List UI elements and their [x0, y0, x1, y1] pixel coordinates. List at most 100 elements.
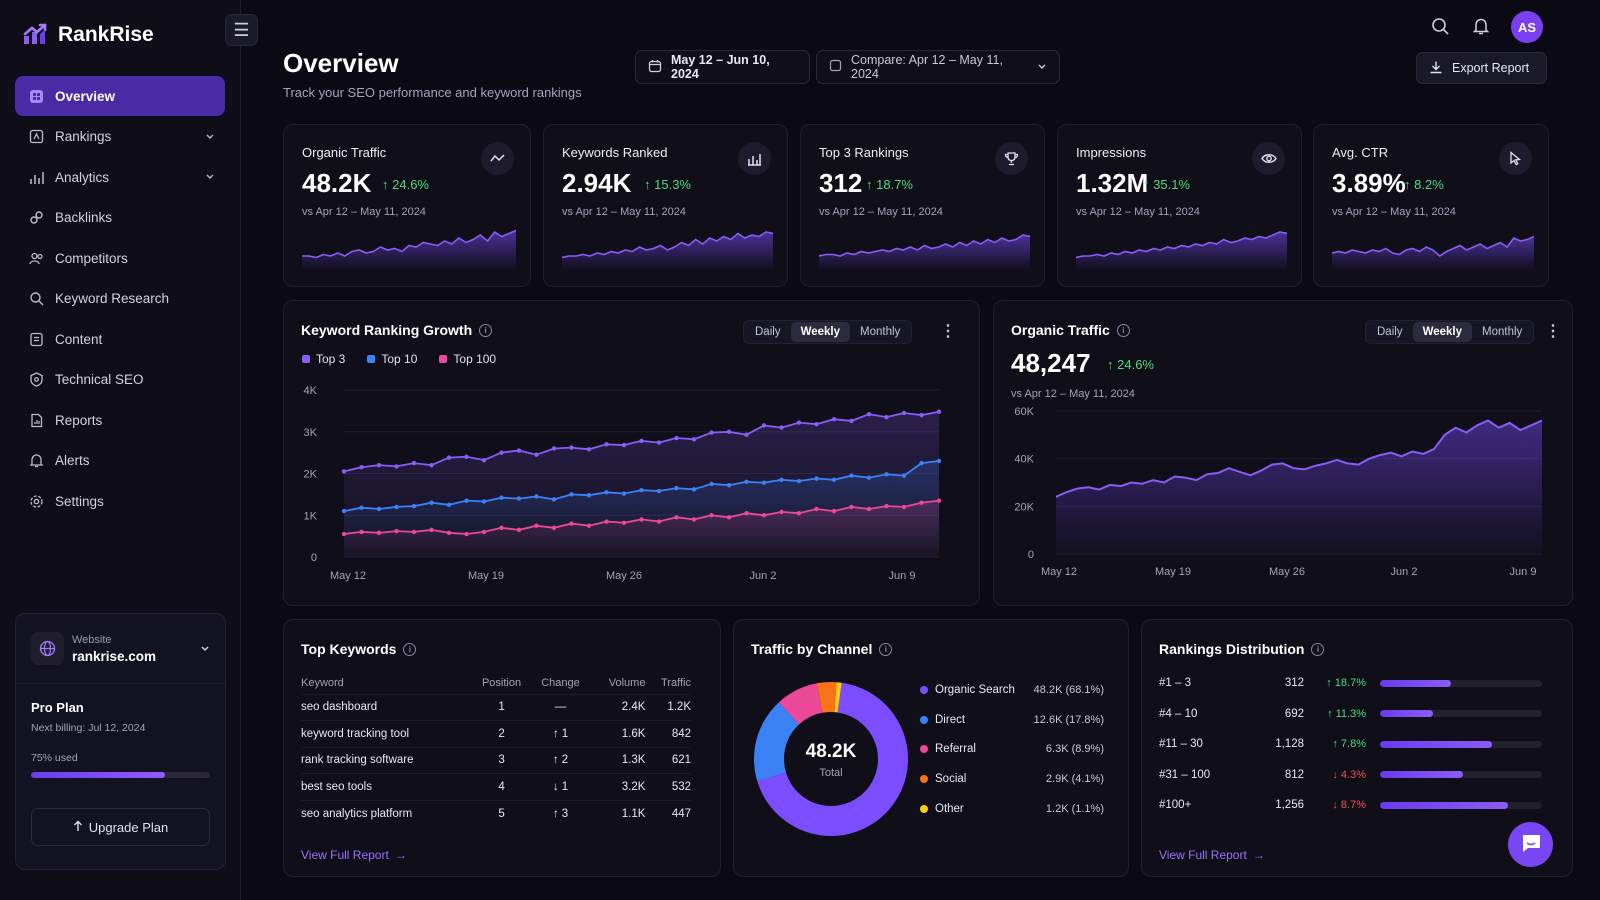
kpi-card[interactable]: Avg. CTR 3.89% ↑ 8.2% vs Apr 12 – May 11… [1313, 124, 1549, 287]
sidebar-item-keyword-research[interactable]: Keyword Research [15, 279, 225, 319]
sidebar-item-analytics[interactable]: Analytics [15, 157, 225, 197]
distribution-row[interactable]: #4 – 10 692 ↑ 11.3% [1159, 704, 1554, 724]
range-label: #4 – 10 [1159, 707, 1198, 720]
distribution-row[interactable]: #11 – 30 1,128 ↑ 7.8% [1159, 734, 1554, 754]
sidebar-item-technical-seo[interactable]: Technical SEO [15, 360, 225, 400]
change-cell: — [531, 693, 590, 721]
col-change[interactable]: Change [541, 676, 580, 689]
data-point [866, 412, 872, 417]
distribution-row[interactable]: #31 – 100 812 ↓ 4.3% [1159, 765, 1554, 785]
table-row[interactable]: seo analytics platform 5 ↑ 3 1.1K 447 [301, 799, 691, 827]
organic-traffic-card: Organic Traffic i Daily Weekly Monthly ⋮ … [993, 300, 1573, 606]
period-monthly[interactable]: Monthly [860, 326, 901, 338]
kpi-card[interactable]: Organic Traffic 48.2K ↑ 24.6% vs Apr 12 … [283, 124, 531, 287]
data-point [656, 488, 662, 494]
table-row[interactable]: seo dashboard 1 — 2.4K 1.2K [301, 693, 691, 721]
table-row[interactable]: best seo tools 4 ↓ 1 3.2K 532 [301, 773, 691, 800]
traffic-channel-title: Traffic by Channel i [751, 641, 893, 657]
period-daily[interactable]: Daily [1377, 326, 1403, 338]
sidebar-item-alerts[interactable]: Alerts [15, 441, 225, 481]
change-value: 3 [561, 807, 569, 820]
range-delta: ↑ 7.8% [1304, 738, 1366, 750]
kpi-delta: ↑ 15.3% [644, 177, 691, 192]
period-weekly[interactable]: Weekly [790, 322, 850, 342]
range-bar-fill [1380, 801, 1508, 809]
sidebar-item-competitors[interactable]: Competitors [15, 238, 225, 278]
info-icon[interactable]: i [1116, 323, 1130, 337]
more-options-icon[interactable]: ⋮ [940, 323, 956, 340]
plan-usage-label: 75% used [31, 752, 78, 764]
col-keyword[interactable]: Keyword [301, 676, 344, 689]
data-point [604, 519, 609, 524]
sidebar-item-reports[interactable]: Reports [15, 400, 225, 440]
channel-legend-item[interactable]: Direct 12.6K (17.8%) [920, 705, 1104, 735]
data-point [849, 504, 854, 510]
sidebar-item-settings[interactable]: Settings [15, 481, 225, 521]
data-point [534, 494, 539, 499]
view-full-report-link[interactable]: View Full Report → [1159, 848, 1265, 862]
analytics-icon [27, 168, 45, 186]
export-report-button[interactable]: Export Report [1416, 52, 1547, 84]
kpi-card[interactable]: Top 3 Rankings 312 ↑ 18.7% vs Apr 12 – M… [800, 124, 1045, 287]
donut-center-label: Total [819, 767, 843, 779]
data-point [446, 530, 452, 535]
sidebar-item-rankings[interactable]: Rankings [15, 117, 225, 157]
y-tick-label: 3K [304, 427, 318, 439]
info-icon[interactable]: i [479, 323, 493, 337]
sidebar-item-overview[interactable]: Overview [15, 76, 225, 116]
sidebar-item-label: Overview [55, 88, 116, 104]
table-row[interactable]: rank tracking software 3 ↑ 2 1.3K 621 [301, 746, 691, 774]
data-point [569, 492, 574, 497]
arrow-up-icon [73, 820, 83, 835]
menu-toggle-button[interactable]: ☰ [225, 14, 258, 46]
kpi-card[interactable]: Impressions 1.32M ↑ 35.1% vs Apr 12 – Ma… [1057, 124, 1302, 287]
website-selector[interactable]: Website rankrise.com [16, 614, 225, 684]
brand[interactable]: RankRise [0, 0, 240, 70]
kpi-card[interactable]: Keywords Ranked 2.94K ↑ 15.3% vs Apr 12 … [543, 124, 788, 287]
date-range-picker[interactable]: May 12 – Jun 10, 2024 [635, 50, 810, 84]
chat-button[interactable] [1508, 822, 1553, 867]
compare-picker[interactable]: Compare: Apr 12 – May 11, 2024 [816, 50, 1060, 84]
table-row[interactable]: keyword tracking tool 2 ↑ 1 1.6K 842 [301, 720, 691, 747]
delta-value: 24.6% [392, 177, 429, 192]
user-avatar[interactable]: AS [1511, 11, 1543, 43]
notifications-button[interactable] [1466, 12, 1496, 42]
distribution-row[interactable]: #100+ 1,256 ↓ 8.7% [1159, 795, 1554, 815]
ranking-growth-title: Keyword Ranking Growth i [301, 322, 493, 338]
kpi-title: Top 3 Rankings [819, 145, 909, 160]
period-weekly[interactable]: Weekly [1412, 322, 1472, 342]
bell-icon [27, 452, 45, 470]
search-button[interactable] [1425, 12, 1455, 42]
info-icon[interactable]: i [1311, 642, 1325, 656]
view-full-report-link[interactable]: View Full Report → [301, 848, 407, 862]
col-position[interactable]: Position [481, 676, 522, 689]
info-icon[interactable]: i [879, 642, 893, 656]
data-point [831, 417, 837, 422]
col-traffic[interactable]: Traffic [661, 676, 691, 689]
col-volume[interactable]: Volume [608, 676, 646, 689]
channel-name: Referral [935, 743, 976, 756]
upgrade-plan-button[interactable]: Upgrade Plan [31, 808, 210, 846]
data-point [394, 528, 399, 534]
info-icon[interactable]: i [403, 642, 417, 656]
channel-legend-item[interactable]: Social 2.9K (4.1%) [920, 764, 1104, 794]
x-tick-label: May 12 [330, 570, 366, 582]
sidebar-item-label: Settings [55, 493, 104, 509]
data-point [779, 425, 784, 430]
more-options-icon[interactable]: ⋮ [1545, 323, 1561, 340]
channel-legend-item[interactable]: Organic Search 48.2K (68.1%) [920, 675, 1104, 705]
legend-label: Top 100 [453, 352, 497, 366]
legend-swatch [920, 685, 928, 694]
distribution-row[interactable]: #1 – 3 312 ↑ 18.7% [1159, 673, 1554, 693]
period-monthly[interactable]: Monthly [1482, 326, 1523, 338]
sidebar-item-content[interactable]: Content [15, 319, 225, 359]
card-title-text: Organic Traffic [1011, 322, 1110, 338]
channel-legend-item[interactable]: Other 1.2K (1.1%) [920, 794, 1104, 824]
chevron-down-icon [205, 129, 215, 144]
kpi-sparkline [819, 234, 1030, 271]
legend-swatch [920, 715, 928, 724]
volume-cell: 2.4K [589, 693, 646, 721]
channel-legend-item[interactable]: Referral 6.3K (8.9%) [920, 734, 1104, 764]
period-daily[interactable]: Daily [755, 326, 781, 338]
sidebar-item-backlinks[interactable]: Backlinks [15, 198, 225, 238]
